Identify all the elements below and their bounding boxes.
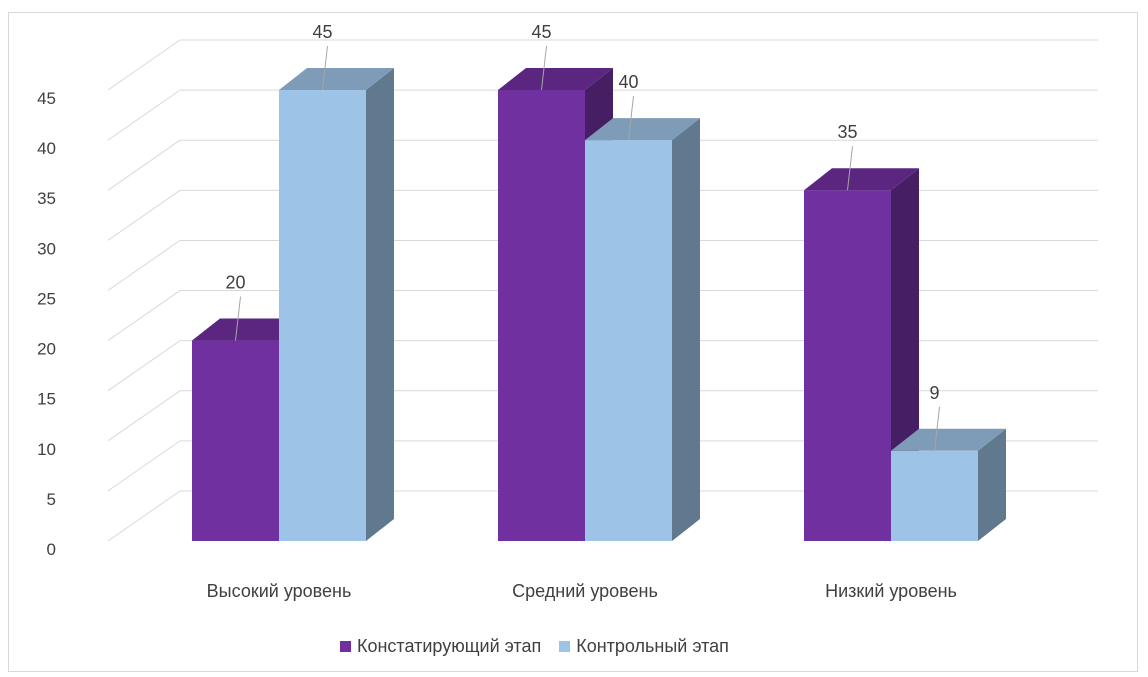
legend-item-series-1: Констатирующий этап [340, 636, 541, 657]
bar-top [804, 168, 919, 191]
y-tick-label: 15 [37, 390, 56, 409]
bar-side [672, 118, 700, 541]
bar [585, 140, 672, 541]
y-tick-label: 10 [37, 440, 56, 459]
gridline-side-4 [107, 290, 181, 341]
data-label-leader [541, 45, 547, 91]
data-label: 45 [531, 22, 551, 42]
y-tick-label: 40 [37, 139, 56, 158]
data-label: 40 [618, 72, 638, 92]
bar-top [891, 428, 1006, 451]
x-category-label: Высокий уровень [207, 581, 352, 601]
gridline-side-7 [107, 139, 181, 191]
legend-label-series-1: Констатирующий этап [357, 636, 542, 656]
data-label-leader [235, 296, 241, 341]
bar [498, 90, 585, 541]
data-labels: 20 45 45 40 35 9 [225, 22, 940, 451]
data-label-leader [628, 96, 634, 141]
bar [192, 340, 279, 541]
legend-item-series-2: Контрольный этап [559, 636, 729, 657]
bar-top [498, 68, 613, 90]
data-label-leader [847, 146, 853, 191]
y-axis-ticks: 0 5 10 15 20 25 30 35 40 45 [37, 89, 56, 559]
y-tick-label: 35 [37, 189, 56, 208]
y-tick-label: 25 [37, 289, 56, 308]
bar [804, 190, 891, 541]
gridline-side-9 [107, 39, 181, 91]
gridline-side-0 [107, 490, 181, 542]
data-label-leader [934, 406, 940, 451]
y-tick-label: 45 [37, 89, 56, 108]
data-label: 35 [837, 122, 857, 142]
gridline-side-2 [107, 390, 181, 442]
gridline-side-1 [107, 440, 181, 492]
bar-side [978, 428, 1006, 541]
y-tick-label: 30 [37, 239, 56, 258]
legend-swatch-series-2 [559, 641, 571, 652]
bar [891, 450, 978, 541]
bars [192, 68, 1006, 541]
legend: Констатирующий этап Контрольный этап [340, 636, 747, 657]
data-label: 20 [225, 273, 245, 293]
gridline-side-8 [107, 89, 181, 141]
y-tick-label: 20 [37, 340, 56, 359]
gridline-side-3 [107, 340, 181, 392]
data-label-leader [322, 45, 328, 91]
x-category-label: Низкий уровень [825, 581, 957, 601]
bar-side [366, 68, 394, 541]
gridline-side-5 [107, 240, 181, 291]
bar-top [585, 118, 700, 141]
data-label: 45 [312, 22, 332, 42]
data-label: 9 [929, 383, 939, 403]
bar [279, 90, 366, 541]
bar-top [192, 318, 307, 341]
bar-top [279, 68, 394, 90]
x-category-label: Средний уровень [512, 581, 658, 601]
y-tick-label: 5 [47, 490, 56, 509]
legend-swatch-series-1 [340, 641, 351, 652]
legend-label-series-2: Контрольный этап [576, 636, 729, 656]
y-tick-label: 0 [47, 540, 56, 559]
gridline-side-6 [107, 189, 181, 241]
chart-frame [8, 12, 1138, 672]
x-axis-categories: Высокий уровень Средний уровень Низкий уро… [207, 581, 957, 601]
